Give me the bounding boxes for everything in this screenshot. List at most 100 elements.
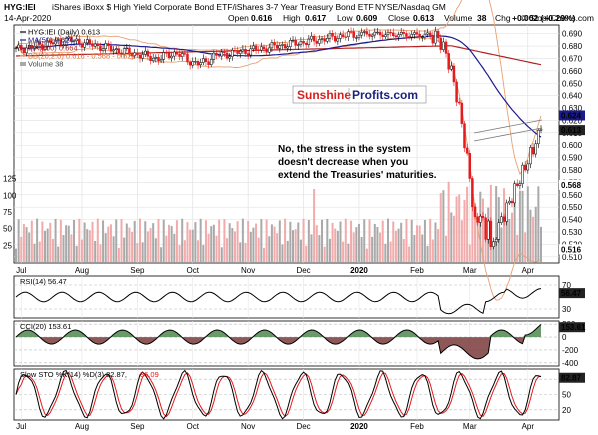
volume-bar <box>249 231 252 262</box>
candle-body <box>281 44 284 46</box>
volume-bar <box>510 212 513 262</box>
candle-body <box>241 48 245 52</box>
x-tick-label: Aug <box>75 266 89 275</box>
candle-body <box>523 164 527 171</box>
volume-bar <box>281 244 284 262</box>
candle-body <box>537 129 540 145</box>
volume-bar <box>173 233 176 262</box>
candle-body <box>228 56 231 59</box>
volume-bar <box>289 221 292 262</box>
candle-body <box>22 49 26 54</box>
volume-bar <box>532 216 535 262</box>
candle-body <box>497 222 501 240</box>
volume-bar <box>286 240 289 262</box>
candle-body <box>471 178 474 208</box>
close-badge-bg <box>559 125 585 136</box>
volume-bar <box>191 229 194 262</box>
volume-bar <box>521 190 524 262</box>
candle-body <box>167 52 171 59</box>
candle-body <box>389 31 392 34</box>
candle-body <box>225 52 229 59</box>
candle-body <box>428 32 432 36</box>
rsi-panel-frame <box>13 275 560 319</box>
candle-body <box>392 32 395 37</box>
volume-bar <box>162 219 165 262</box>
volume-bar <box>537 186 540 262</box>
volume-bar <box>434 222 437 262</box>
candle-body <box>489 220 493 247</box>
volume-tick-label: 75 <box>3 208 12 217</box>
svg-text:Close: Close <box>388 13 410 23</box>
candle-body <box>336 38 340 42</box>
candle-body <box>299 41 303 45</box>
volume-bar <box>104 233 107 262</box>
volume-bar <box>323 246 326 262</box>
volume-bar <box>321 219 324 262</box>
price-panel-frame <box>13 24 560 264</box>
candle-body <box>115 48 118 50</box>
volume-bar <box>123 237 126 262</box>
candle-body <box>80 43 84 48</box>
volume-bar <box>22 223 25 262</box>
candle-body <box>463 123 466 149</box>
volume-bar <box>397 228 400 262</box>
volume-bar <box>352 232 355 262</box>
price-tick-label: 0.580 <box>562 166 583 175</box>
volume-bar <box>189 229 192 262</box>
candle-body <box>249 48 253 56</box>
volume-bar <box>371 236 374 262</box>
volume-bar <box>500 227 503 262</box>
volume-bar <box>479 191 482 262</box>
candle-body <box>492 241 495 247</box>
volume-bar <box>86 229 89 262</box>
volume-bar <box>445 235 448 262</box>
candle-body <box>46 40 49 47</box>
candle-body <box>415 32 419 35</box>
volume-bar <box>408 246 411 262</box>
candle-body <box>468 153 472 179</box>
volume-bar <box>294 229 297 262</box>
volume-bar <box>44 230 47 262</box>
rsi-line <box>15 288 542 315</box>
sto-line <box>15 372 542 418</box>
candle-body <box>370 34 374 37</box>
volume-bar <box>416 225 419 262</box>
candle-body <box>531 147 535 155</box>
volume-bar <box>318 235 321 262</box>
indicators <box>15 288 542 420</box>
candle-body <box>402 32 406 34</box>
candle-body <box>341 34 345 38</box>
volume-bar <box>178 245 181 262</box>
candle-body <box>275 44 279 49</box>
sto-tick-label: 20 <box>562 406 571 415</box>
volume-bar <box>297 222 300 262</box>
volume-bar <box>149 228 152 262</box>
svg-text:Sunshine: Sunshine <box>297 88 351 102</box>
sunshine-profits-logo: Sunshine Profits.com <box>292 85 427 104</box>
candle-body <box>521 164 524 184</box>
symbol-description: iShares iBoxx $ High Yield Corporate Bon… <box>52 2 374 12</box>
candle-body <box>149 55 152 62</box>
volume-bar <box>218 219 221 262</box>
candle-body <box>88 39 92 45</box>
ohlc-readout: Open 0.616 High 0.617 Low 0.609 Close 0.… <box>228 13 575 23</box>
svg-text:38: 38 <box>477 13 487 23</box>
volume-bar <box>257 237 260 262</box>
volume-bar <box>30 220 33 262</box>
volume-bar <box>389 241 392 262</box>
candle-body <box>307 38 311 45</box>
candle-body <box>447 53 450 70</box>
candle-body <box>170 55 173 59</box>
price-tick-label: 0.550 <box>562 203 583 212</box>
svg-text:extend the Treasuries' maturit: extend the Treasuries' maturities. <box>278 170 437 181</box>
candle-body <box>502 216 506 222</box>
volume-bar <box>207 233 210 262</box>
candle-body <box>17 44 20 49</box>
x-tick-label: Feb <box>410 422 424 431</box>
x-tick-label: Feb <box>410 266 424 275</box>
volume-bar <box>450 212 453 262</box>
candle-body <box>331 33 334 37</box>
volume-bar <box>379 232 382 262</box>
candle-body <box>257 49 260 51</box>
volume-bar <box>241 218 244 262</box>
